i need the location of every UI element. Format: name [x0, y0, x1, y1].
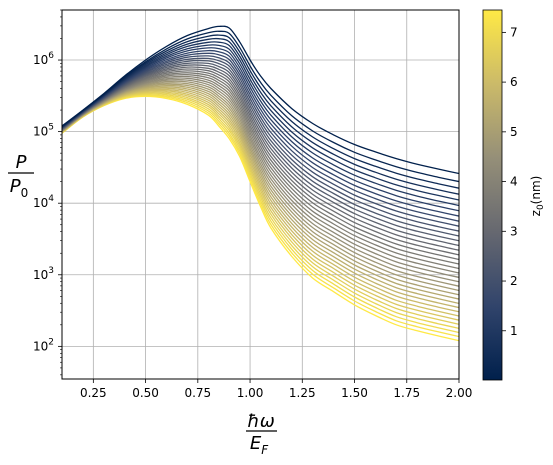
svg-text:ħω: ħω [247, 411, 275, 432]
y-tick-label: 103 [33, 266, 54, 282]
colorbar-tick-label: 7 [510, 25, 518, 39]
colorbar-tick-label: 6 [510, 75, 518, 89]
x-tick-label: 0.25 [80, 386, 107, 400]
series-curves [62, 25, 459, 342]
series-line [62, 70, 459, 261]
series-line [62, 62, 459, 242]
series-line [62, 84, 459, 300]
x-tick-label: 1.00 [237, 386, 264, 400]
colorbar-tick-label: 2 [510, 274, 518, 288]
y-tick-label: 105 [33, 123, 54, 139]
x-tick-label: 0.50 [132, 386, 159, 400]
colorbar-tick-label: 3 [510, 224, 518, 238]
series-line [62, 34, 459, 189]
series-line [62, 25, 459, 175]
series-line [62, 80, 459, 287]
y-axis-label: P P0 [8, 152, 34, 200]
series-line [62, 82, 459, 292]
series-line [62, 37, 459, 195]
x-tick-label: 2.00 [446, 386, 473, 400]
x-tick-label: 1.75 [393, 386, 420, 400]
x-tick-label: 1.25 [289, 386, 316, 400]
colorbar-label: z0(nm) [529, 176, 546, 217]
series-line [62, 44, 459, 207]
colorbar-tick-label: 4 [510, 175, 518, 189]
series-line [62, 77, 459, 279]
series-line [62, 64, 459, 247]
series-line [62, 92, 459, 330]
series-line [62, 86, 459, 305]
svg-text:P: P [16, 152, 27, 173]
series-line [62, 30, 459, 183]
y-tick-label: 104 [33, 194, 54, 210]
series-line [62, 91, 459, 325]
svg-text:EF: EF [250, 433, 269, 457]
series-line [62, 94, 459, 338]
series-line [62, 55, 459, 227]
series-line [62, 83, 459, 296]
x-tick-label: 0.75 [184, 386, 211, 400]
y-tick-label: 102 [33, 337, 54, 353]
svg-text:P0: P0 [10, 176, 29, 200]
series-line [62, 88, 459, 313]
colorbar-tick-label: 5 [510, 125, 518, 139]
series-line [62, 68, 459, 256]
series-line [62, 57, 459, 232]
series-line [62, 41, 459, 201]
series-line [62, 95, 459, 342]
x-axis-ticks: 0.25 0.50 0.75 1.00 1.25 1.50 1.75 2.00 [80, 379, 472, 400]
x-tick-label: 1.50 [341, 386, 368, 400]
series-line [62, 87, 459, 309]
series-line [62, 90, 459, 321]
y-tick-label: 106 [33, 51, 54, 67]
series-line [62, 72, 459, 265]
series-line [62, 89, 459, 317]
colorbar-ticks: 1 2 3 4 5 6 7 [502, 25, 518, 338]
series-line [62, 52, 459, 222]
series-line [62, 59, 459, 237]
y-axis-ticks: 102 103 104 105 106 [33, 9, 62, 376]
series-line [62, 49, 459, 217]
colorbar [482, 9, 503, 381]
series-line [62, 47, 459, 212]
series-line [62, 75, 459, 274]
series-line [62, 66, 459, 251]
plot-frame [61, 9, 460, 380]
series-line [62, 93, 459, 334]
series-line [62, 73, 459, 270]
x-axis-label: ħω EF [246, 411, 277, 457]
series-line [62, 79, 459, 283]
colorbar-tick-label: 1 [510, 324, 518, 338]
